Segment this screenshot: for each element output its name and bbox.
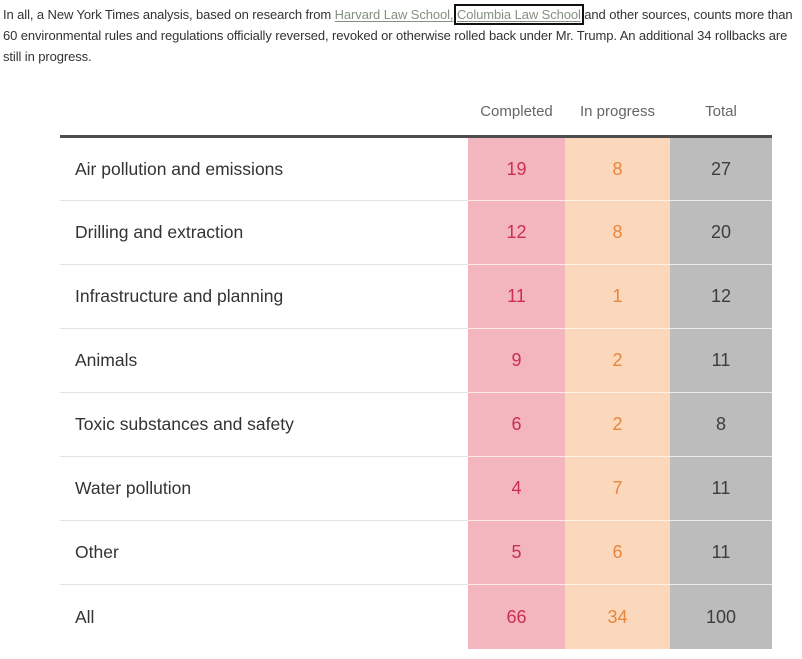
in-progress-column-header: In progress — [565, 103, 670, 139]
completed-value: 11 — [468, 264, 565, 330]
in-progress-value: 6 — [565, 520, 670, 586]
rollbacks-table-header: Completed In progress Total — [60, 103, 772, 139]
highlight-box: Columbia Law School — [453, 4, 584, 25]
completed-value: 66 — [468, 584, 565, 649]
table-row: Animals 9 2 11 — [60, 328, 772, 394]
in-progress-value: 34 — [565, 584, 670, 649]
row-label: Air pollution and emissions — [60, 136, 468, 202]
total-value: 27 — [670, 136, 772, 202]
table-row: Drilling and extraction 12 8 20 — [60, 200, 772, 266]
rollbacks-table-body: Air pollution and emissions 19 8 27 Drilling… — [60, 136, 772, 649]
total-column-header: Total — [670, 103, 772, 139]
completed-value: 19 — [468, 136, 565, 202]
total-value: 12 — [670, 264, 772, 330]
in-progress-value: 2 — [565, 392, 670, 458]
harvard-law-school-link[interactable]: Harvard Law School, — [334, 7, 454, 22]
in-progress-value: 8 — [565, 200, 670, 266]
intro-paragraph: In all, a New York Times analysis, based… — [3, 4, 800, 67]
total-value: 11 — [670, 456, 772, 522]
table-row: Air pollution and emissions 19 8 27 — [60, 136, 772, 202]
row-label: Drilling and extraction — [60, 200, 468, 266]
row-label: All — [60, 584, 468, 649]
total-value: 8 — [670, 392, 772, 458]
total-value: 20 — [670, 200, 772, 266]
in-progress-value: 8 — [565, 136, 670, 202]
completed-value: 12 — [468, 200, 565, 266]
in-progress-value: 2 — [565, 328, 670, 394]
table-row: Water pollution 4 7 11 — [60, 456, 772, 522]
table-row: Other 5 6 11 — [60, 520, 772, 586]
table-row: Infrastructure and planning 11 1 12 — [60, 264, 772, 330]
intro-text-after: and other sources, counts more than 60 e… — [3, 7, 793, 64]
in-progress-value: 1 — [565, 264, 670, 330]
intro-text-before: In all, a New York Times analysis, based… — [3, 7, 335, 22]
category-column-header — [60, 103, 468, 139]
table-row: Toxic substances and safety 6 2 8 — [60, 392, 772, 458]
row-label: Water pollution — [60, 456, 468, 522]
completed-value: 5 — [468, 520, 565, 586]
completed-value: 4 — [468, 456, 565, 522]
in-progress-value: 7 — [565, 456, 670, 522]
total-value: 11 — [670, 520, 772, 586]
rollbacks-table: Completed In progress Total Air pollutio… — [60, 103, 772, 649]
total-value: 100 — [670, 584, 772, 649]
completed-value: 6 — [468, 392, 565, 458]
total-value: 11 — [670, 328, 772, 394]
row-label: Animals — [60, 328, 468, 394]
row-label: Infrastructure and planning — [60, 264, 468, 330]
completed-column-header: Completed — [468, 103, 565, 139]
completed-value: 9 — [468, 328, 565, 394]
table-row: All 66 34 100 — [60, 584, 772, 649]
row-label: Toxic substances and safety — [60, 392, 468, 458]
columbia-law-school-link[interactable]: Columbia Law School — [456, 7, 581, 22]
row-label: Other — [60, 520, 468, 586]
